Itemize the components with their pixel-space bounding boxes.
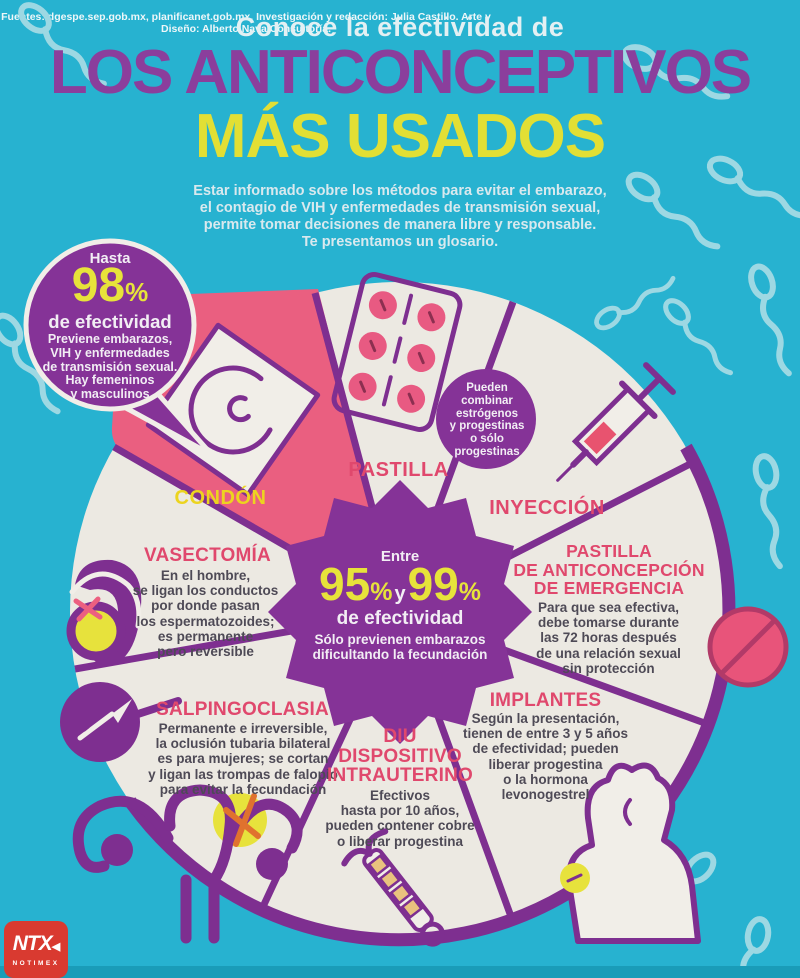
note-bubble-text: Pueden combinar estrógenos y progestinas… <box>449 382 525 458</box>
footer-strip <box>0 966 800 978</box>
segment-title-emergencia: PASTILLA DE ANTICONCEPCIÓN DE EMERGENCIA <box>513 541 705 598</box>
segment-label-inyeccion: INYECCIÓN <box>489 497 605 519</box>
condom-icon <box>145 322 321 498</box>
ntx-logo-letters: NTX <box>12 931 53 955</box>
hub-percent-sign-2: % <box>458 578 481 606</box>
segment-body-vasectomia: En el hombre, se ligan los conductos por… <box>132 568 279 660</box>
arm-implant-icon <box>560 762 701 944</box>
segment-label-pastilla: PASTILLA <box>348 459 449 481</box>
scalpel-icon <box>60 682 182 762</box>
emergency-pill-icon <box>707 606 789 688</box>
segment-body-diu: Efectivos hasta por 10 años, pueden cont… <box>325 788 475 849</box>
vasectomy-icon <box>66 559 142 666</box>
page-title-line2: MÁS USADOS <box>194 102 606 171</box>
segment-body-implantes: Según la presentación, tienen de entre 3… <box>462 711 629 803</box>
iud-icon <box>341 828 445 947</box>
segment-label-condon: CONDÓN <box>174 487 267 509</box>
ntx-logo: NTX◀ NOTIMEX <box>4 921 68 978</box>
hub-prefix: Entre <box>380 548 420 565</box>
hub-value-high: 99 <box>407 558 459 610</box>
intro-paragraph: Estar informado sobre los métodos para e… <box>193 183 607 250</box>
ntx-logo-mark-icon: ◀ <box>51 940 61 953</box>
hub-percent-sign-1: % <box>370 578 393 606</box>
badge-value: 98% <box>35 261 185 311</box>
uterus-icon <box>72 784 303 944</box>
segment-title-diu: DIU DISPOSITIVO INTRAUTERINO <box>327 726 473 786</box>
badge-description: Previene embarazos, VIH y enfermedades d… <box>42 332 178 402</box>
ntx-logo-text: NTX◀ <box>12 931 61 958</box>
badge-prefix: Hasta <box>89 250 131 267</box>
badge-98-bubble <box>23 238 215 458</box>
segment-title-salpingoclasia: SALPINGOCLASIA <box>156 699 329 720</box>
page-title-line1: LOS ANTICONCEPTIVOS <box>49 38 752 107</box>
hub-burst <box>268 480 532 744</box>
syringe-icon <box>556 362 676 482</box>
segment-title-implantes: IMPLANTES <box>489 690 602 711</box>
footer-credits: Fuentes: dgespe.sep.gob.mx, planificanet… <box>1 10 491 35</box>
hub-description: Sólo previenen embarazos dificultando la… <box>312 632 488 662</box>
segment-body-salpingoclasia: Permanente e irreversible, la oclusión t… <box>148 721 338 797</box>
pill-blister-icon <box>331 272 463 432</box>
hub-joiner: y <box>394 583 406 605</box>
badge-subtitle: de efectividad <box>48 311 172 332</box>
hub-effectiveness-range: 95% y99% <box>290 560 510 608</box>
segment-body-emergencia: Para que sea efectiva, debe tomarse dura… <box>536 600 681 676</box>
segment-title-vasectomia: VASECTOMÍA <box>144 545 271 566</box>
hub-value-low: 95 <box>319 558 371 610</box>
note-bubble <box>436 369 536 469</box>
hub-subtitle: de efectividad <box>336 608 464 629</box>
header-kicker: Conoce la efectividad de <box>235 12 565 42</box>
badge-percent-sign: % <box>125 277 149 307</box>
ntx-logo-subtext: NOTIMEX <box>12 959 60 967</box>
badge-number: 98 <box>71 259 126 312</box>
